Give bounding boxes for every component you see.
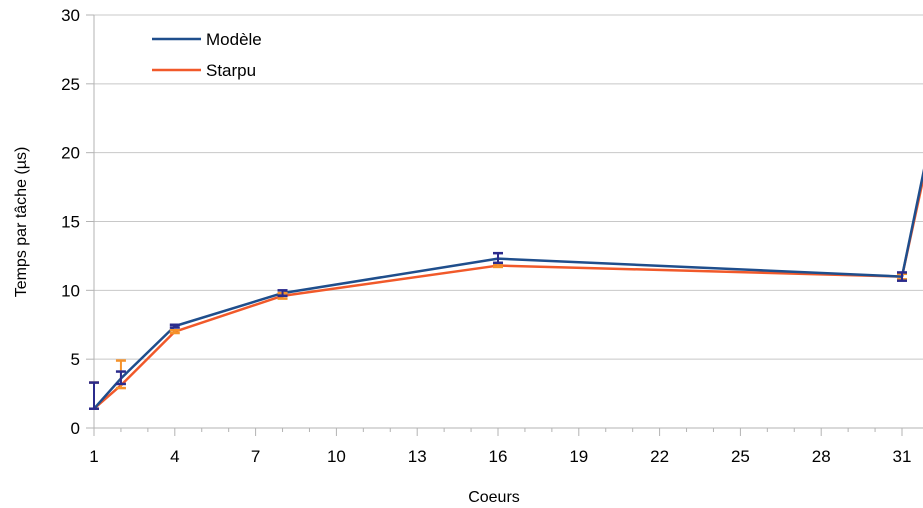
y-tick-labels: 0 5 10 15 20 25 30 (61, 6, 80, 438)
series-line-starpu (93, 174, 923, 410)
x-tick-label: 16 (489, 447, 508, 466)
x-tick-label: 22 (650, 447, 669, 466)
x-tick-label: 19 (569, 447, 588, 466)
x-tick-labels: 1 4 7 10 13 16 19 22 25 28 31 (89, 447, 911, 466)
y-axis-label: Temps par tâche (µs) (13, 147, 30, 298)
error-bar (277, 289, 288, 298)
y-tick-label: 20 (61, 144, 80, 163)
error-bar (897, 271, 907, 282)
y-tick-label: 15 (61, 213, 80, 232)
error-bar (169, 329, 180, 335)
gridlines (94, 14, 923, 360)
x-tick-label: 7 (251, 447, 260, 466)
series-line-modèle (93, 168, 923, 410)
x-tick-label: 25 (731, 447, 750, 466)
y-tick-label: 0 (71, 419, 80, 438)
error-bar (115, 370, 126, 386)
y-tick-label: 25 (61, 75, 80, 94)
axes (86, 14, 923, 436)
x-tick-label: 1 (89, 447, 98, 466)
legend: Modèle Starpu (152, 30, 262, 80)
legend-label-modèle: Modèle (206, 30, 262, 49)
legend-label-starpu: Starpu (206, 61, 256, 80)
error-bar (169, 323, 180, 329)
error-bar (493, 262, 503, 269)
y-tick-label: 10 (61, 281, 80, 300)
error-bar (493, 251, 503, 265)
x-tick-label: 28 (812, 447, 831, 466)
plot-area (89, 168, 923, 410)
x-tick-label: 10 (327, 447, 346, 466)
error-bar (89, 381, 99, 410)
y-tick-label: 30 (61, 6, 80, 25)
x-axis-label: Coeurs (468, 489, 520, 506)
x-tick-label: 4 (170, 447, 179, 466)
x-tick-label: 31 (893, 447, 912, 466)
y-tick-label: 5 (71, 350, 80, 369)
x-tick-label: 13 (408, 447, 427, 466)
